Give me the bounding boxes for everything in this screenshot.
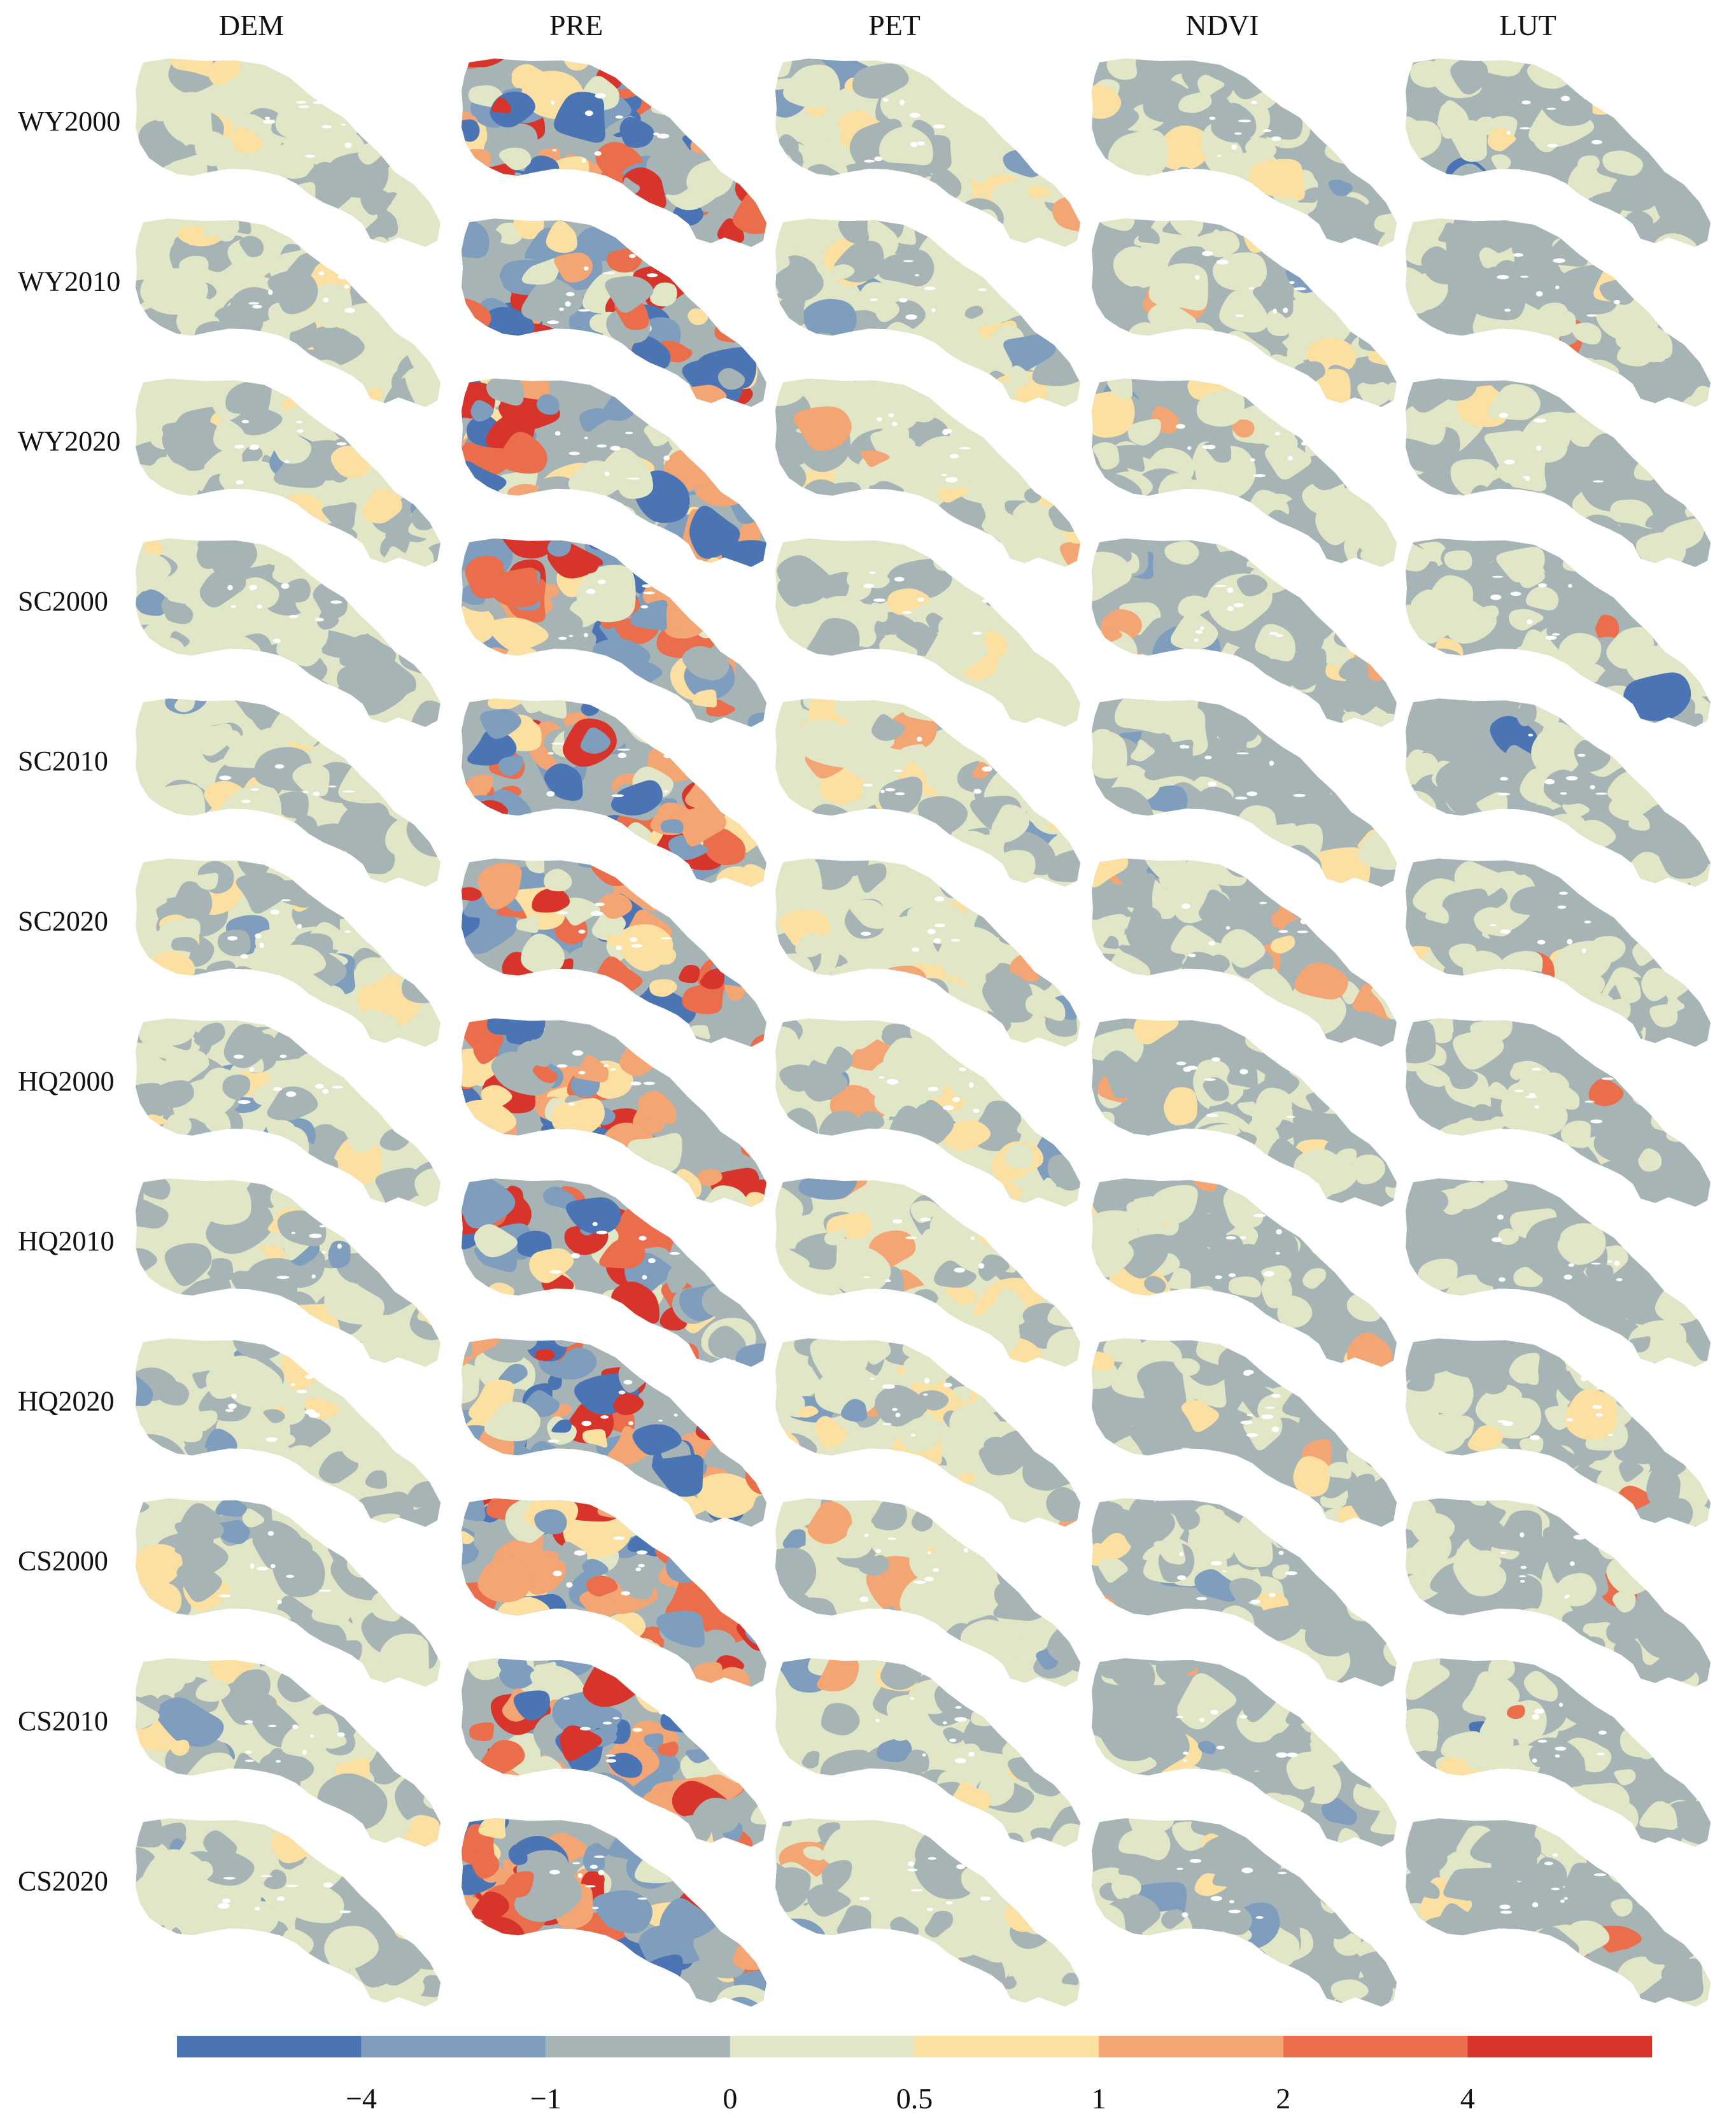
colorbar-bin-5 [1099, 2036, 1283, 2057]
row-label-hq2000: HQ2000 [18, 1066, 115, 1097]
column-label-lut: LUT [1499, 9, 1556, 41]
column-label-pre: PRE [549, 9, 603, 41]
colorbar-bin-3 [730, 2036, 915, 2057]
map-grid [136, 59, 1711, 2007]
colorbar-ticks: −4 −1 0 0.5 1 2 4 [346, 2082, 1475, 2115]
row-label-cs2010: CS2010 [18, 1705, 108, 1737]
colorbar-tick-5: 2 [1276, 2082, 1290, 2115]
colorbar-tick-4: 1 [1092, 2082, 1106, 2115]
colorbar-bins [177, 2036, 1652, 2057]
row-label-cs2020: CS2020 [18, 1865, 108, 1896]
colorbar-tick-1: −1 [530, 2082, 561, 2115]
colorbar-bin-7 [1467, 2036, 1652, 2057]
row-label-hq2010: HQ2010 [18, 1225, 115, 1257]
row-label-wy2010: WY2010 [18, 265, 120, 297]
column-label-dem: DEM [219, 9, 284, 41]
colorbar: −4 −1 0 0.5 1 2 4 [177, 2036, 1652, 2115]
row-label-sc2000: SC2000 [18, 586, 108, 617]
colorbar-tick-3: 0.5 [896, 2082, 933, 2115]
row-label-cs2000: CS2000 [18, 1546, 108, 1577]
colorbar-tick-6: 4 [1460, 2082, 1475, 2115]
row-label-wy2020: WY2020 [18, 426, 120, 457]
colorbar-tick-0: −4 [346, 2082, 377, 2115]
colorbar-bin-0 [177, 2036, 362, 2057]
colorbar-tick-2: 0 [723, 2082, 737, 2115]
colorbar-bin-4 [914, 2036, 1099, 2057]
row-label-wy2000: WY2000 [18, 106, 120, 137]
colorbar-bin-1 [361, 2036, 546, 2057]
colorbar-bin-2 [546, 2036, 730, 2057]
row-label-hq2020: HQ2020 [18, 1385, 115, 1416]
column-label-ndvi: NDVI [1186, 9, 1259, 41]
colorbar-bin-6 [1283, 2036, 1468, 2057]
column-label-pet: PET [868, 9, 921, 41]
row-label-sc2010: SC2010 [18, 745, 108, 777]
column-labels: DEM PRE PET NDVI LUT [219, 9, 1556, 41]
row-label-sc2020: SC2020 [18, 906, 108, 937]
row-labels: WY2000 WY2010 WY2020 SC2000 SC2010 SC2020 HQ20… [18, 106, 120, 1896]
